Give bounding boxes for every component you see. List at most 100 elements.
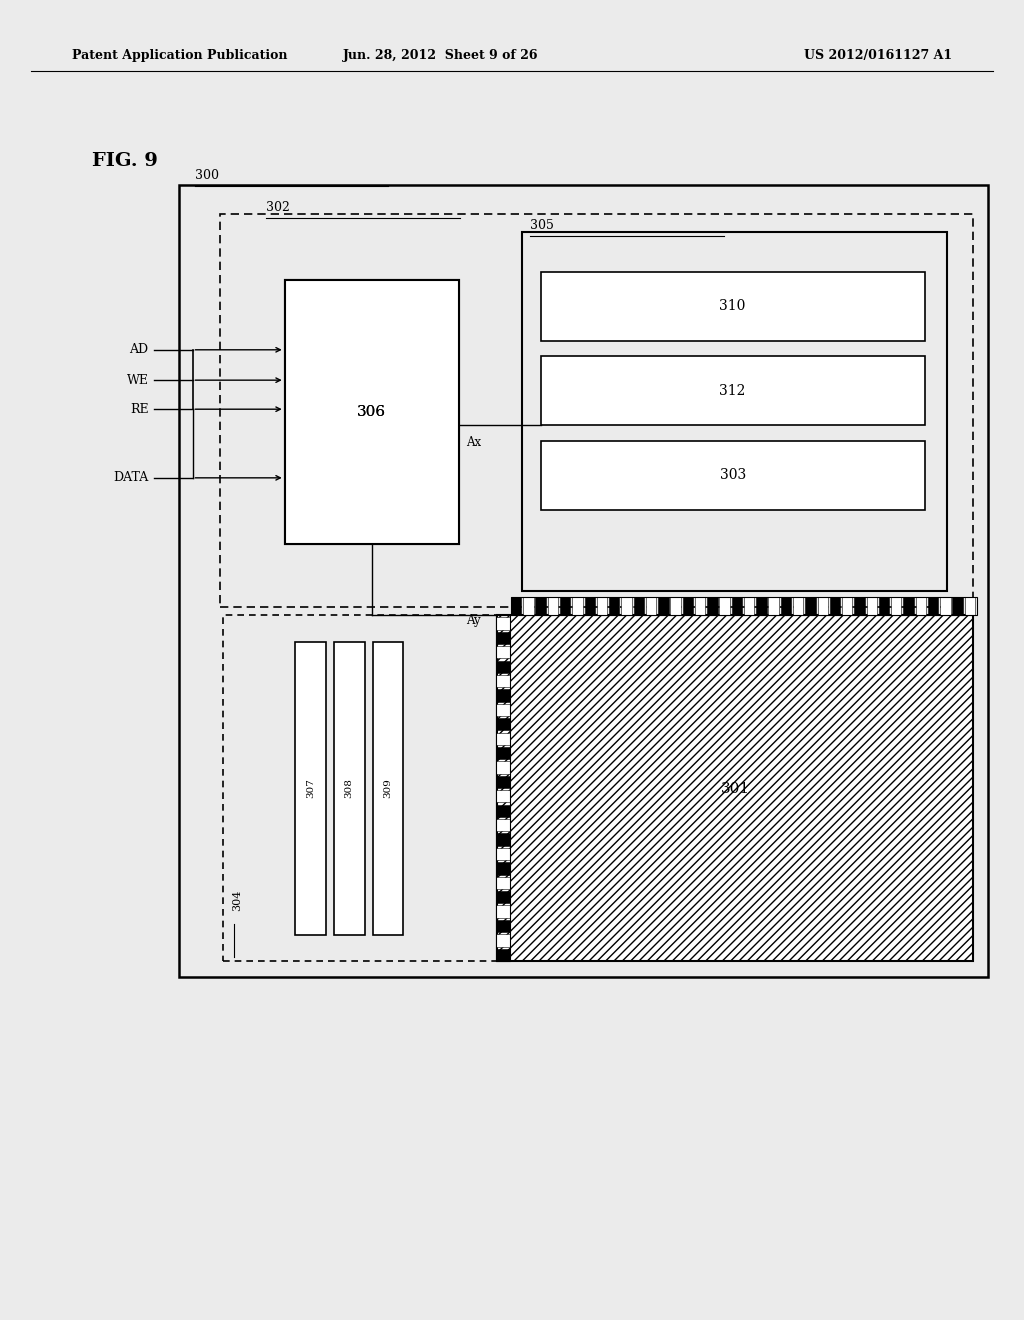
Bar — [658, 597, 669, 615]
Bar — [496, 762, 510, 774]
Bar — [496, 645, 510, 659]
Text: Jun. 28, 2012  Sheet 9 of 26: Jun. 28, 2012 Sheet 9 of 26 — [343, 49, 538, 62]
Text: 306: 306 — [357, 405, 386, 418]
Bar — [915, 597, 926, 615]
Bar — [496, 949, 510, 961]
Bar — [732, 597, 742, 615]
Bar — [683, 597, 693, 615]
Bar — [743, 597, 755, 615]
Bar — [695, 597, 706, 615]
Bar — [965, 597, 975, 615]
Text: Ax: Ax — [466, 436, 481, 449]
Bar — [496, 718, 510, 730]
Text: 301: 301 — [721, 783, 750, 796]
Bar — [496, 747, 510, 759]
Text: 305: 305 — [530, 219, 554, 232]
Bar — [940, 597, 950, 615]
Bar — [511, 597, 977, 615]
Text: 303: 303 — [720, 469, 745, 482]
Bar — [536, 597, 546, 615]
Text: 309: 309 — [384, 777, 392, 799]
Bar — [496, 618, 510, 630]
Bar — [496, 615, 510, 961]
Bar — [496, 818, 510, 832]
Text: 304: 304 — [232, 890, 243, 911]
Bar — [634, 597, 644, 615]
Bar — [541, 272, 925, 341]
Bar — [646, 597, 656, 615]
Bar — [497, 615, 973, 961]
Bar — [928, 597, 938, 615]
Text: FIG. 9: FIG. 9 — [92, 152, 158, 170]
Text: 308: 308 — [345, 777, 353, 799]
Bar — [805, 597, 816, 615]
Bar — [496, 689, 510, 702]
Bar — [866, 597, 877, 615]
Bar — [285, 280, 459, 544]
Bar — [768, 597, 779, 615]
Bar — [511, 597, 521, 615]
Bar — [541, 356, 925, 425]
Text: WE: WE — [127, 374, 148, 387]
Bar — [496, 935, 510, 946]
Bar — [854, 597, 864, 615]
Text: AD: AD — [129, 343, 148, 356]
Bar — [496, 733, 510, 744]
Bar — [496, 906, 510, 917]
Bar — [560, 597, 570, 615]
Bar — [496, 660, 510, 673]
Bar — [541, 441, 925, 510]
Bar — [780, 597, 792, 615]
Bar — [373, 642, 403, 935]
Bar — [842, 597, 852, 615]
Bar — [179, 185, 988, 977]
Bar — [952, 597, 963, 615]
Bar — [548, 597, 558, 615]
Text: 307: 307 — [306, 777, 314, 799]
Bar — [671, 597, 681, 615]
Bar — [496, 847, 510, 861]
Bar — [708, 597, 718, 615]
Bar — [597, 597, 607, 615]
Bar — [496, 791, 510, 803]
Bar — [585, 597, 595, 615]
Text: 306: 306 — [357, 405, 386, 418]
Bar — [496, 862, 510, 874]
Text: RE: RE — [130, 403, 148, 416]
Text: Ay: Ay — [466, 614, 480, 627]
Bar — [295, 642, 326, 935]
Bar — [523, 597, 534, 615]
Bar — [572, 597, 583, 615]
Text: 300: 300 — [195, 169, 218, 182]
Text: 310: 310 — [720, 300, 745, 313]
Bar — [223, 615, 498, 961]
Text: Patent Application Publication: Patent Application Publication — [72, 49, 287, 62]
Text: 302: 302 — [266, 201, 290, 214]
Bar — [496, 805, 510, 817]
Bar — [496, 833, 510, 846]
Bar — [879, 597, 889, 615]
Bar — [756, 597, 767, 615]
Bar — [285, 280, 459, 544]
Bar — [891, 597, 901, 615]
Bar — [522, 232, 947, 591]
Bar — [496, 675, 510, 688]
Bar — [496, 876, 510, 888]
Bar — [622, 597, 632, 615]
Text: DATA: DATA — [114, 471, 148, 484]
Bar — [496, 704, 510, 715]
Bar — [829, 597, 840, 615]
Bar — [720, 597, 730, 615]
Bar — [496, 891, 510, 903]
Text: 312: 312 — [720, 384, 745, 397]
Bar — [903, 597, 913, 615]
Bar — [496, 632, 510, 644]
Bar — [334, 642, 365, 935]
Bar — [609, 597, 620, 615]
Bar — [496, 920, 510, 932]
Bar — [817, 597, 828, 615]
Bar — [793, 597, 804, 615]
Bar — [496, 776, 510, 788]
Bar — [220, 214, 973, 607]
Text: US 2012/0161127 A1: US 2012/0161127 A1 — [804, 49, 952, 62]
